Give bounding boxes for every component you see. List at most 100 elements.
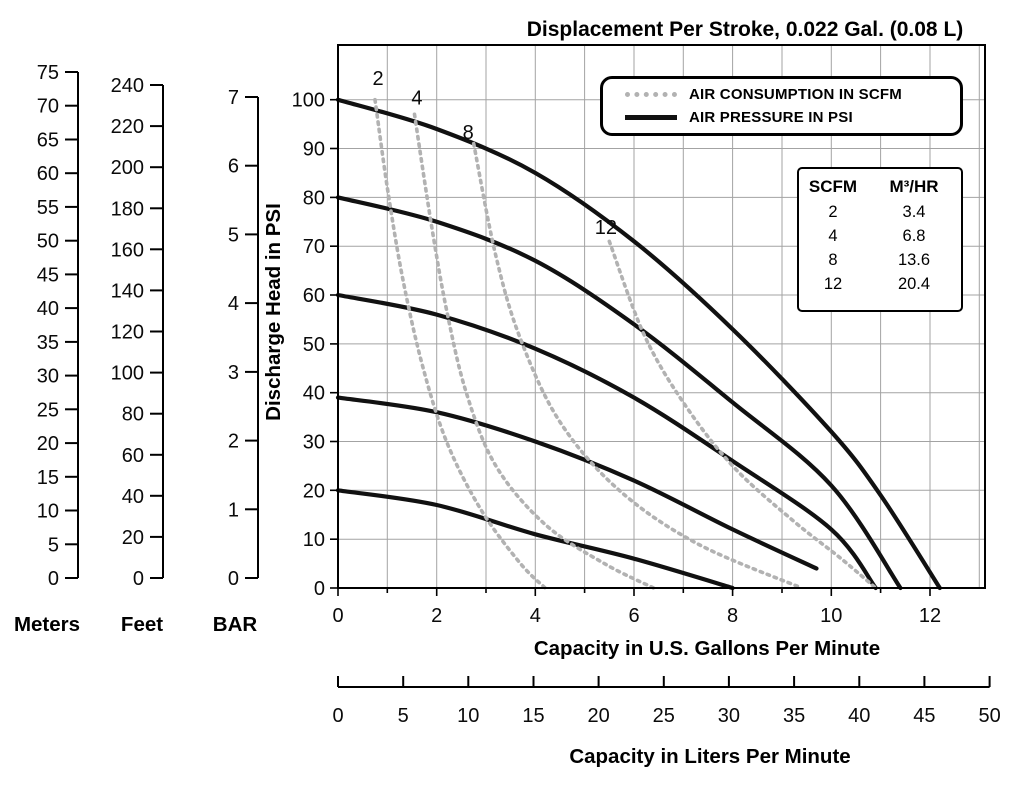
air-consumption-12-scfm-label: 12 xyxy=(595,217,617,239)
scale-meters-tick-label: 35 xyxy=(37,332,59,354)
scfm-table-header: SCFM M³/HR xyxy=(799,177,961,197)
air-pressure-20-psi xyxy=(335,488,735,591)
psi-tick-label: 20 xyxy=(303,480,325,502)
x-axis-title-gpm: Capacity in U.S. Gallons Per Minute xyxy=(534,637,880,660)
air-consumption-2-scfm-label: 2 xyxy=(372,68,383,90)
air-pressure-60-psi xyxy=(335,292,878,591)
scale-feet-tick-label: 100 xyxy=(111,363,144,385)
gpm-tick-label: 6 xyxy=(628,605,639,627)
scale-feet-tick-label: 40 xyxy=(122,486,144,508)
air-consumption-2-scfm xyxy=(373,97,547,590)
scale-feet-tick-label: 200 xyxy=(111,157,144,179)
liters-tick-label: 5 xyxy=(398,705,409,727)
scfm-value: 2 xyxy=(828,203,838,221)
scale-feet-tick-label: 120 xyxy=(111,322,144,344)
m3hr-header-label: M³/HR xyxy=(889,177,939,196)
legend-label-air-consumption: AIR CONSUMPTION IN SCFM xyxy=(689,86,902,103)
m3hr-value: 6.8 xyxy=(902,227,926,245)
scale-meters-tick-label: 60 xyxy=(37,163,59,185)
scfm-table-row: 8 13.6 xyxy=(799,248,961,272)
solid-line-sample-icon xyxy=(625,115,677,120)
scale-meters-tick-label: 40 xyxy=(37,298,59,320)
scfm-value: 12 xyxy=(823,275,843,293)
performance-curves: 2 4 8 12 xyxy=(335,68,942,591)
air-consumption-12-scfm xyxy=(607,239,878,590)
scale-feet-tick-label: 0 xyxy=(133,568,144,590)
x-axis-title-liters: Capacity in Liters Per Minute xyxy=(569,745,850,768)
air-consumption-4-scfm xyxy=(412,112,656,590)
liters-tick-label: 0 xyxy=(332,705,343,727)
scfm-table-row: 4 6.8 xyxy=(799,224,961,248)
scale-meters-tick-label: 15 xyxy=(37,467,59,489)
scale-feet-tick-label: 220 xyxy=(111,116,144,138)
scale-feet-tick-label: 80 xyxy=(122,404,144,426)
scale-meters-tick-label: 10 xyxy=(37,501,59,523)
air-pressure-80-psi xyxy=(335,195,903,591)
plot-axes: 0 2 4 6 8 10 12 0 10 20 30 40 50 60 70 80 90 100 xyxy=(292,90,942,627)
air-consumption-4-scfm-label: 4 xyxy=(411,88,422,110)
scale-meters-tick-label: 45 xyxy=(37,264,59,286)
scale-bar: 7 6 5 4 3 2 1 0 xyxy=(228,87,259,590)
scale-bar-tick-label: 4 xyxy=(228,293,239,315)
scfm-table-row: 2 3.4 xyxy=(799,200,961,224)
scale-meters-tick-label: 20 xyxy=(37,433,59,455)
liters-tick-label: 35 xyxy=(783,705,805,727)
dotted-line-sample-icon xyxy=(625,92,677,97)
m3hr-value: 13.6 xyxy=(897,251,931,269)
scale-feet-tick-label: 160 xyxy=(111,239,144,261)
scfm-conversion-table: SCFM M³/HR 2 3.4 4 6.8 8 13.6 12 20.4 xyxy=(797,167,963,312)
scale-feet-tick-label: 60 xyxy=(122,445,144,467)
gpm-tick-label: 12 xyxy=(919,605,941,627)
air-consumption-8-scfm-label: 8 xyxy=(463,122,474,144)
air-pressure-100-psi xyxy=(335,97,942,591)
liters-axis: 0 5 10 15 20 25 30 35 40 45 50 xyxy=(332,676,1001,727)
figure-title: Displacement Per Stroke, 0.022 Gal. (0.0… xyxy=(527,18,964,41)
psi-tick-label: 0 xyxy=(314,578,325,600)
scale-bar-tick-label: 7 xyxy=(228,87,239,109)
meters-scale-title: Meters xyxy=(14,613,80,636)
air-consumption-8-scfm xyxy=(471,141,804,590)
psi-tick-label: 40 xyxy=(303,383,325,405)
liters-tick-label: 15 xyxy=(522,705,544,727)
psi-tick-label: 100 xyxy=(292,90,325,112)
scale-meters-tick-label: 70 xyxy=(37,96,59,118)
scale-meters-tick-label: 30 xyxy=(37,366,59,388)
liters-tick-label: 50 xyxy=(978,705,1000,727)
plot-border xyxy=(337,44,986,589)
legend-item-air-consumption: AIR CONSUMPTION IN SCFM xyxy=(625,86,960,103)
scale-bar-tick-label: 5 xyxy=(228,224,239,246)
feet-scale-title: Feet xyxy=(121,613,163,636)
psi-tick-label: 80 xyxy=(303,187,325,209)
scale-bar-tick-label: 3 xyxy=(228,362,239,384)
scfm-table-row: 12 20.4 xyxy=(799,272,961,296)
m3hr-value: 20.4 xyxy=(897,275,931,293)
scale-meters-tick-label: 25 xyxy=(37,399,59,421)
legend-label-air-pressure: AIR PRESSURE IN PSI xyxy=(689,109,853,126)
scfm-value: 4 xyxy=(828,227,838,245)
scfm-value: 8 xyxy=(828,251,838,269)
legend-item-air-pressure: AIR PRESSURE IN PSI xyxy=(625,109,960,126)
psi-tick-label: 70 xyxy=(303,236,325,258)
liters-tick-label: 10 xyxy=(457,705,479,727)
liters-tick-label: 25 xyxy=(653,705,675,727)
scale-meters-tick-label: 50 xyxy=(37,231,59,253)
gpm-tick-label: 10 xyxy=(820,605,842,627)
psi-tick-label: 90 xyxy=(303,139,325,161)
scfm-table-rows: 2 3.4 4 6.8 8 13.6 12 20.4 xyxy=(799,200,961,296)
gpm-tick-label: 8 xyxy=(727,605,738,627)
liters-tick-label: 40 xyxy=(848,705,870,727)
scale-bar-tick-label: 1 xyxy=(228,499,239,521)
scale-feet-tick-label: 180 xyxy=(111,198,144,220)
scale-bar-tick-label: 6 xyxy=(228,156,239,178)
psi-tick-label: 10 xyxy=(303,529,325,551)
liters-tick-label: 45 xyxy=(913,705,935,727)
gpm-tick-label: 4 xyxy=(530,605,541,627)
psi-tick-label: 30 xyxy=(303,432,325,454)
scale-bar-tick-label: 0 xyxy=(228,568,239,590)
scale-meters-tick-label: 55 xyxy=(37,197,59,219)
scfm-header-label: SCFM xyxy=(808,177,858,196)
legend: AIR CONSUMPTION IN SCFM AIR PRESSURE IN … xyxy=(600,76,963,136)
